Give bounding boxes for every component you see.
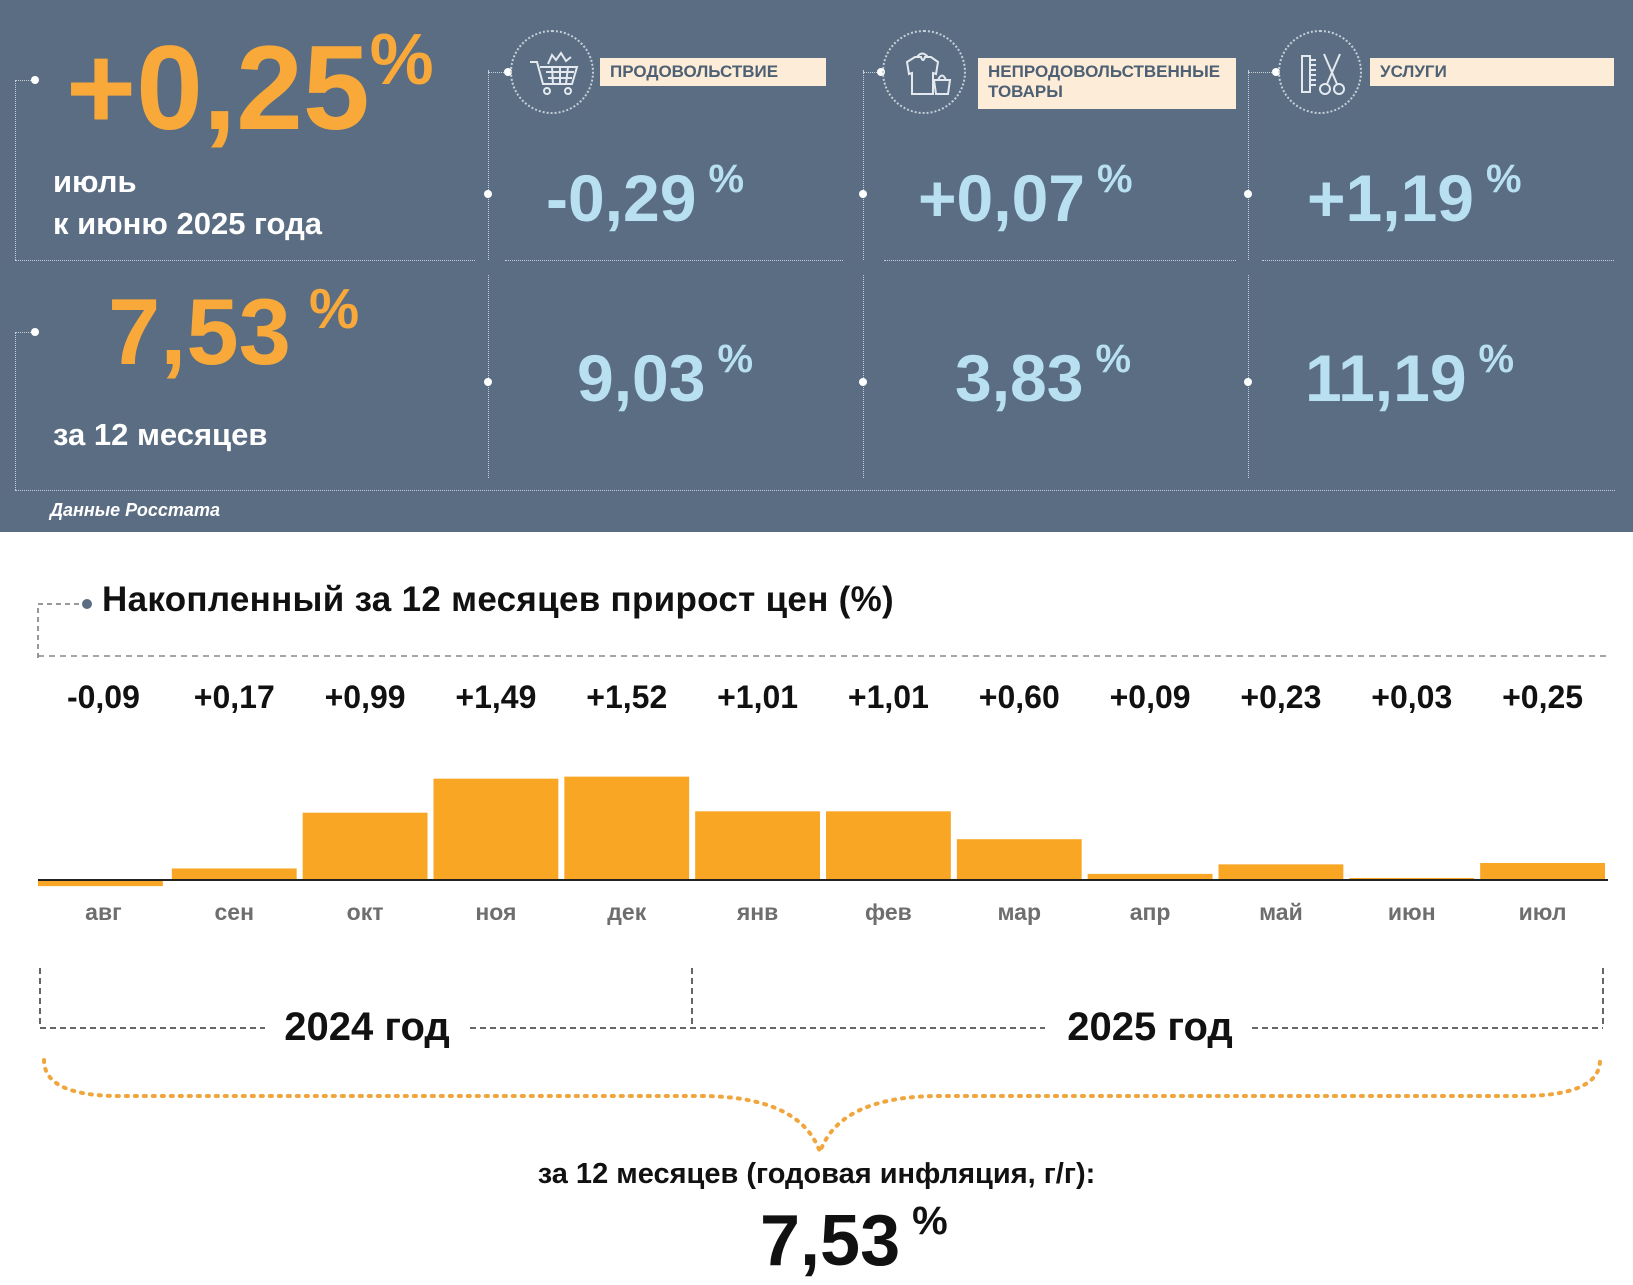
bullet-dot bbox=[859, 378, 867, 386]
year-label-2025: 2025 год bbox=[1067, 1005, 1233, 1049]
category-label-non-food: НЕПРОДОВОЛЬСТВЕННЫЕ ТОВАРЫ bbox=[978, 58, 1236, 109]
month-label: мар bbox=[997, 899, 1041, 925]
divider bbox=[1248, 70, 1249, 260]
monthly-period-label: июль к июню 2025 года bbox=[53, 164, 322, 241]
divider bbox=[15, 332, 16, 490]
chart: -0,09 +0,17 +0,99 +1,49 +1,52 +1,01 +1,01 +0,60… bbox=[37, 599, 1608, 1158]
source-note: Данные Росстата bbox=[50, 500, 220, 520]
value-label: -0,09 bbox=[67, 679, 140, 715]
annual-inflation-value: 7,53% bbox=[108, 277, 360, 384]
bullet-dot bbox=[82, 599, 92, 609]
bullet-dot bbox=[1244, 190, 1252, 198]
food-monthly-value: -0,29% bbox=[546, 157, 745, 235]
bar-мар bbox=[956, 839, 1082, 880]
clothing-bag-icon bbox=[882, 30, 966, 114]
divider bbox=[15, 332, 35, 333]
bar-авг bbox=[38, 880, 163, 887]
divider bbox=[1248, 275, 1249, 478]
month-label: апр bbox=[1130, 899, 1171, 925]
value-label: +0,09 bbox=[1110, 679, 1191, 715]
month-label: дек bbox=[607, 899, 646, 925]
bar-фев bbox=[826, 811, 951, 880]
bar-янв bbox=[695, 811, 820, 880]
category-label-services: УСЛУГИ bbox=[1370, 58, 1614, 86]
year-bracket bbox=[39, 968, 1604, 1029]
bar-дек bbox=[564, 776, 690, 880]
month-label: ноя bbox=[475, 899, 516, 925]
month-label: авг bbox=[85, 899, 122, 925]
bullet-dot bbox=[877, 68, 885, 76]
bullet-dot bbox=[31, 328, 39, 336]
bars bbox=[38, 776, 1605, 887]
value-label: +0,99 bbox=[325, 679, 406, 715]
comb-scissors-icon bbox=[1278, 30, 1362, 114]
divider bbox=[1262, 260, 1614, 261]
divider bbox=[15, 260, 475, 261]
divider bbox=[884, 260, 1236, 261]
value-label: +1,01 bbox=[717, 679, 798, 715]
divider bbox=[488, 70, 489, 260]
month-label: июн bbox=[1388, 899, 1436, 925]
food-annual-value: 9,03% bbox=[577, 337, 754, 415]
divider bbox=[488, 275, 489, 478]
bar-июл bbox=[1480, 863, 1605, 880]
curly-brace bbox=[42, 1058, 1602, 1158]
divider bbox=[15, 490, 1615, 491]
month-label: янв bbox=[736, 899, 778, 925]
month-label: май bbox=[1259, 899, 1303, 925]
divider bbox=[488, 72, 508, 73]
value-label: +0,25 bbox=[1502, 679, 1583, 715]
value-label: +0,03 bbox=[1371, 679, 1452, 715]
annual-summary-value: 7,53% bbox=[760, 1199, 948, 1281]
bullet-dot bbox=[1272, 68, 1280, 76]
month-label: июл bbox=[1519, 899, 1567, 925]
month-label: окт bbox=[347, 899, 384, 925]
divider bbox=[15, 80, 16, 260]
chart-title: Накопленный за 12 месяцев прирост цен (%… bbox=[102, 580, 894, 619]
services-annual-value: 11,19% bbox=[1305, 337, 1515, 415]
bullet-dot bbox=[31, 76, 39, 84]
divider bbox=[863, 275, 864, 478]
bar-сен bbox=[171, 868, 297, 880]
bar-апр bbox=[1087, 873, 1213, 880]
bullet-dot bbox=[859, 190, 867, 198]
month-labels: авг сен окт ноя дек янв фев мар апр май июн июл bbox=[85, 899, 1566, 925]
divider bbox=[863, 70, 864, 260]
value-label: +1,52 bbox=[586, 679, 667, 715]
divider bbox=[505, 260, 843, 261]
bar-окт bbox=[302, 812, 428, 880]
divider bbox=[863, 72, 883, 73]
bullet-dot bbox=[1244, 378, 1252, 386]
shopping-cart-icon bbox=[510, 30, 594, 114]
value-label: +0,60 bbox=[979, 679, 1060, 715]
divider bbox=[15, 80, 35, 81]
year-label-2024: 2024 год bbox=[284, 1005, 450, 1049]
bullet-dot bbox=[484, 190, 492, 198]
non-food-annual-value: 3,83% bbox=[955, 337, 1132, 415]
bar-ноя bbox=[433, 778, 559, 880]
value-labels: -0,09 +0,17 +0,99 +1,49 +1,52 +1,01 +1,01 +0,60… bbox=[67, 679, 1583, 715]
bar-май bbox=[1218, 864, 1344, 880]
title-bracket bbox=[37, 603, 80, 658]
annual-summary-label: за 12 месяцев (годовая инфляция, г/г): bbox=[537, 1158, 1096, 1190]
bullet-dot bbox=[504, 68, 512, 76]
annual-period-label: за 12 месяцев bbox=[53, 417, 268, 452]
non-food-monthly-value: +0,07% bbox=[918, 157, 1133, 235]
value-label: +0,23 bbox=[1240, 679, 1321, 715]
services-monthly-value: +1,19% bbox=[1307, 157, 1522, 235]
category-label-food: ПРОДОВОЛЬСТВИЕ bbox=[600, 58, 826, 86]
monthly-inflation-value: +0,25% bbox=[66, 20, 434, 155]
top-panel: +0,25% июль к июню 2025 года 7,53% за 12… bbox=[0, 0, 1633, 532]
value-label: +1,01 bbox=[848, 679, 929, 715]
value-label: +0,17 bbox=[194, 679, 275, 715]
month-label: сен bbox=[215, 899, 254, 925]
divider bbox=[1248, 72, 1274, 73]
bar-июн bbox=[1349, 877, 1475, 880]
month-label: фев bbox=[865, 899, 912, 925]
value-label: +1,49 bbox=[455, 679, 536, 715]
bullet-dot bbox=[484, 378, 492, 386]
